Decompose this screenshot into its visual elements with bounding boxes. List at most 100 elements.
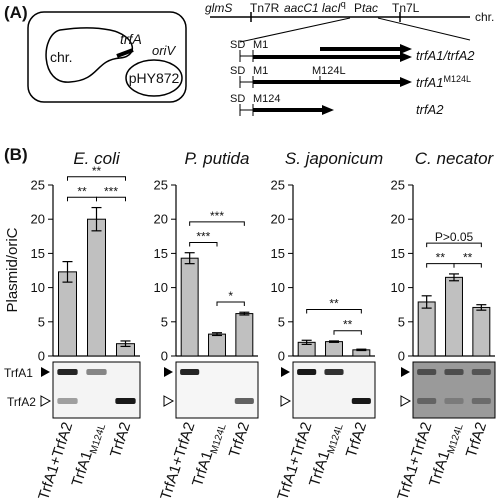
error-bar: [239, 311, 250, 316]
x-tick-label: TrfA1+TrfA2: [394, 420, 435, 502]
band-marker: [280, 395, 292, 407]
gel-band: [57, 398, 78, 404]
map-label: lacIq: [322, 0, 346, 15]
error-bar: [329, 340, 339, 343]
x-tick-label: TrfA1+TrfA2: [35, 420, 76, 502]
x-tick-label: TrfA1+TrfA2: [274, 420, 315, 502]
gel-band: [471, 369, 491, 375]
arrow: [253, 52, 412, 62]
significance-label: ***: [196, 229, 210, 243]
y-tick-label: 0: [278, 349, 285, 364]
arrow: [253, 77, 412, 87]
gel-band: [86, 369, 107, 375]
gel-band: [115, 398, 136, 404]
construct-name-sup: M124L: [443, 74, 471, 84]
map-label: Ptac: [354, 1, 378, 15]
error-bar: [91, 206, 102, 232]
y-tick-label: 15: [154, 246, 168, 261]
cell-outline: [27, 11, 187, 103]
map-label: aacC1: [284, 1, 319, 15]
significance-label: *: [228, 289, 233, 303]
y-tick-label: 5: [398, 314, 405, 329]
map-label-sup: q: [341, 0, 346, 9]
gel-label: TrfA2: [7, 395, 36, 409]
y-tick-label: 10: [271, 280, 285, 295]
map-label: chr.: [475, 10, 494, 24]
gel-band: [471, 398, 491, 404]
y-tick-label: 5: [161, 314, 168, 329]
y-tick-label: 20: [271, 212, 285, 227]
error-bar: [356, 348, 367, 352]
significance-label: **: [77, 184, 87, 198]
chart-title: S. japonicum: [285, 149, 383, 168]
construct-name: trfA1: [416, 75, 443, 90]
significance-label: P>0.05: [435, 230, 474, 244]
map-label: Tn7R: [250, 1, 280, 15]
x-tick-label: TrfA2: [226, 420, 253, 460]
gel-band: [180, 369, 200, 375]
significance-label: **: [329, 296, 339, 310]
gel-band: [417, 369, 437, 375]
significance-bracket: [216, 301, 245, 306]
band-marker: [40, 395, 52, 407]
sd-label: SD: [230, 93, 245, 105]
x-tick-label: TrfA1+TrfA2: [157, 420, 198, 502]
y-tick-label: 0: [161, 349, 168, 364]
band-marker: [400, 395, 412, 407]
bar: [58, 271, 77, 357]
trfa-gene: [116, 48, 134, 58]
chart-title: E. coli: [73, 149, 121, 168]
construct-name: trfA2: [416, 102, 444, 117]
y-tick-label: 15: [271, 246, 285, 261]
significance-bracket: [426, 242, 482, 248]
error-bar: [212, 332, 222, 337]
band-marker: [41, 367, 50, 377]
x-tick-label: TrfA2: [107, 420, 134, 460]
error-bar: [476, 304, 487, 311]
constructs: SD M1 trfA1/trfA2 SD M1 M124L trfA1M124L…: [230, 39, 475, 117]
chromosome-label: chr.: [50, 49, 73, 65]
x-tick-label: TrfA2: [463, 420, 490, 460]
panel-label: (A): [4, 3, 28, 22]
y-tick-label: 15: [391, 246, 405, 261]
x-tick-label: TrfA1: [189, 449, 216, 489]
y-tick-label: 0: [398, 349, 405, 364]
gel: [52, 361, 141, 419]
y-tick-label: 25: [31, 178, 45, 193]
error-bar: [421, 295, 432, 309]
x-tick-label: TrfA2: [107, 420, 134, 460]
x-tick-label-sub: M124L: [446, 422, 466, 455]
band-marker: [401, 367, 410, 377]
y-tick-label: 25: [154, 178, 168, 193]
significance-label: **: [463, 251, 473, 265]
y-tick-label: 15: [31, 246, 45, 261]
error-bar: [62, 261, 73, 283]
y-tick-label: 20: [154, 212, 168, 227]
construct-name: trfA1M124L: [416, 74, 471, 90]
bar: [445, 276, 463, 357]
y-tick-label: 5: [278, 314, 285, 329]
y-tick-label: 25: [391, 178, 405, 193]
x-tick-label: TrfA1: [306, 449, 333, 489]
start-label: M124: [253, 93, 281, 105]
map-label: P: [354, 1, 362, 15]
gel-band: [417, 398, 437, 404]
x-tick-label-sub: M124L: [326, 422, 346, 455]
bar: [235, 313, 254, 357]
error-bar: [120, 340, 131, 348]
x-tick-label: TrfA2: [343, 420, 370, 460]
y-tick-label: 10: [391, 280, 405, 295]
x-tick-label: TrfA2: [343, 420, 370, 460]
map-label: lacI: [322, 1, 341, 15]
y-tick-label: 20: [391, 212, 405, 227]
plasmid: [125, 59, 183, 97]
bar: [325, 341, 343, 357]
bar: [472, 306, 491, 357]
sd-label: SD: [230, 65, 245, 77]
gel-band: [351, 398, 371, 404]
gel-band: [444, 398, 464, 404]
significance-bracket: [189, 241, 218, 247]
arrow: [253, 105, 334, 115]
x-tick-label: TrfA1: [69, 449, 96, 489]
x-tick-label: TrfA1+TrfA2: [35, 420, 76, 502]
